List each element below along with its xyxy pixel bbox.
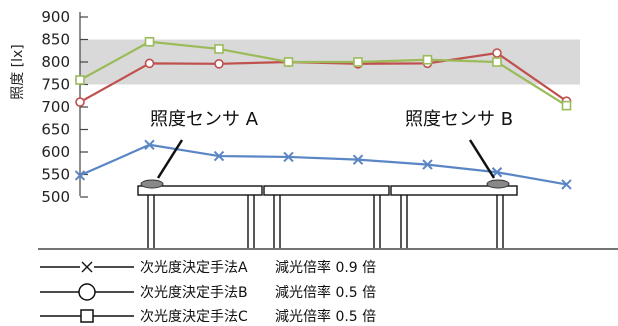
- data-point: [352, 154, 364, 165]
- legend-row-a: 次光度決定手法A 減光倍率 0.9 倍: [40, 259, 376, 276]
- y-axis-label: 照度 [lx]: [10, 44, 26, 100]
- legend-note-a: 減光倍率 0.9 倍: [275, 259, 376, 276]
- data-point: [144, 139, 155, 151]
- sensor-b-pointer: [468, 139, 496, 179]
- legend-row-b: 次光度決定手法B 減光倍率 0.5 倍: [40, 283, 376, 301]
- data-point: [561, 100, 572, 111]
- y-tick-label: 500: [41, 188, 70, 206]
- series-x: [74, 139, 572, 190]
- sensor-a-device: [140, 179, 164, 189]
- data-point: [492, 57, 502, 67]
- data-point: [422, 159, 433, 170]
- sensor-a-pointer: [156, 139, 184, 179]
- legend-marker-x-icon: [81, 261, 93, 273]
- sensor-a-label: 照度センサ A: [150, 109, 259, 130]
- series-line: [79, 40, 568, 107]
- y-tick-label: 750: [41, 76, 70, 94]
- y-tick-label: 600: [41, 143, 70, 161]
- legend-row-c: 次光度決定手法C 減光倍率 0.5 倍: [40, 308, 376, 325]
- y-tick-label: 700: [41, 98, 70, 116]
- data-point: [75, 97, 85, 107]
- y-tick-label: 900: [41, 8, 70, 26]
- table-2: [263, 185, 390, 248]
- data-point: [75, 75, 85, 85]
- series-line: [79, 143, 567, 186]
- data-point: [283, 151, 294, 163]
- y-tick-label: 550: [41, 166, 70, 184]
- legend-note-b: 減光倍率 0.5 倍: [275, 284, 376, 301]
- legend-note-c: 減光倍率 0.5 倍: [275, 308, 376, 325]
- data-point: [144, 36, 155, 47]
- sensor-b-device: [486, 179, 510, 189]
- table-1: [137, 185, 263, 248]
- y-tick-label: 850: [41, 31, 70, 49]
- y-tick-label: 650: [41, 121, 70, 139]
- legend-label-a: 次光度決定手法A: [140, 260, 248, 276]
- legend: 次光度決定手法A 減光倍率 0.9 倍 次光度決定手法B 減光倍率 0.5 倍 …: [40, 259, 376, 325]
- legend-label-b: 次光度決定手法B: [140, 285, 248, 301]
- data-point: [422, 54, 433, 65]
- legend-marker-square-icon: [80, 309, 94, 323]
- data-point: [213, 150, 225, 162]
- data-point: [353, 57, 363, 67]
- legend-marker-circle-icon: [78, 283, 96, 301]
- data-point: [214, 44, 224, 54]
- y-tick-label: 800: [41, 53, 70, 71]
- series-square: [75, 36, 572, 111]
- data-point: [74, 170, 86, 181]
- data-point: [214, 58, 224, 69]
- legend-label-c: 次光度決定手法C: [140, 309, 248, 325]
- sensor-b-label: 照度センサ B: [405, 109, 513, 130]
- data-point: [492, 48, 502, 58]
- data-point: [283, 57, 294, 67]
- data-point: [561, 179, 572, 190]
- data-point: [144, 58, 155, 69]
- table-3: [390, 185, 518, 248]
- data-point: [491, 167, 503, 178]
